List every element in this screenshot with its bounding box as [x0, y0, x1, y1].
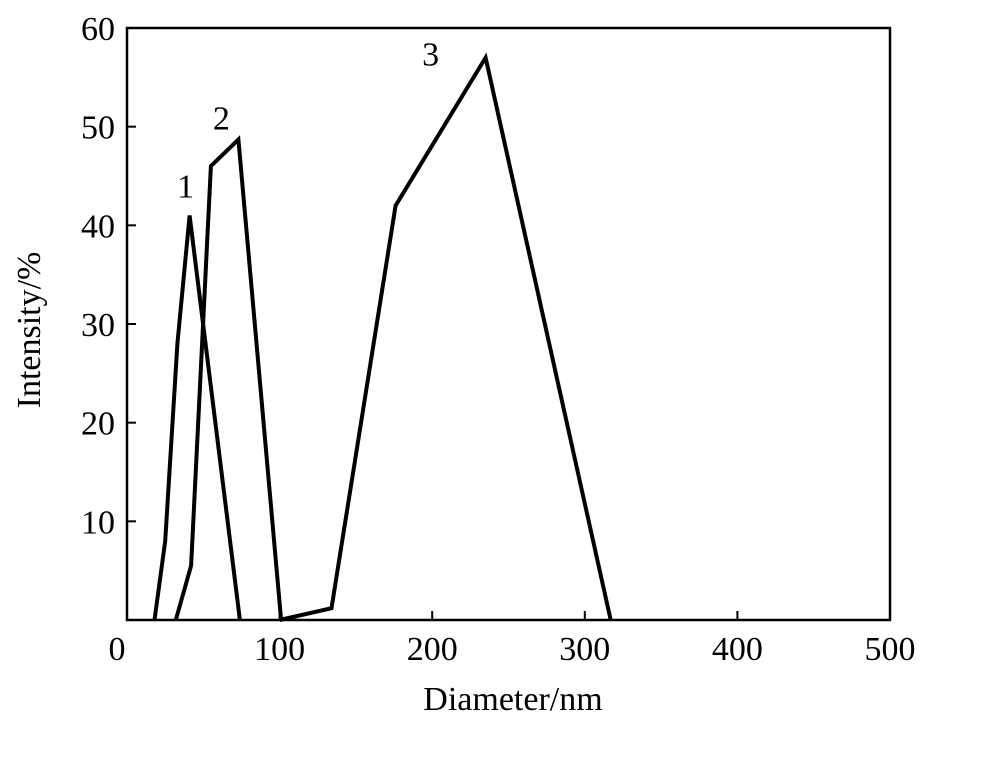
plot-frame	[125, 26, 892, 622]
y-tick-label: 40	[81, 208, 115, 245]
x-tick-label: 300	[559, 631, 610, 668]
series-line-2	[173, 135, 284, 621]
x-tick-label: 0	[109, 631, 126, 668]
y-tick-label: 60	[81, 11, 115, 48]
series-line-1	[152, 215, 242, 621]
y-axis-ticks: 10 20 30 40 50 60	[81, 11, 136, 541]
y-tick-label: 10	[81, 504, 115, 541]
x-axis-title: Diameter/nm	[423, 681, 602, 718]
x-tick-label: 400	[712, 631, 763, 668]
series-label-2: 2	[213, 100, 230, 137]
x-tick-label: 200	[407, 631, 458, 668]
x-tick-label: 100	[254, 631, 305, 668]
y-tick-label: 20	[81, 406, 115, 443]
y-tick-label: 30	[81, 307, 115, 344]
series-group: 12 3	[152, 37, 613, 622]
series-label-1: 1	[177, 168, 194, 205]
series-label-3: 3	[422, 37, 439, 74]
y-axis-title: Intensity/%	[11, 252, 48, 409]
x-tick-label: 500	[865, 631, 916, 668]
y-tick-label: 50	[81, 110, 115, 147]
x-axis-ticks: 0 100 200 300 400 500	[109, 611, 916, 668]
series-line-3	[279, 52, 613, 622]
